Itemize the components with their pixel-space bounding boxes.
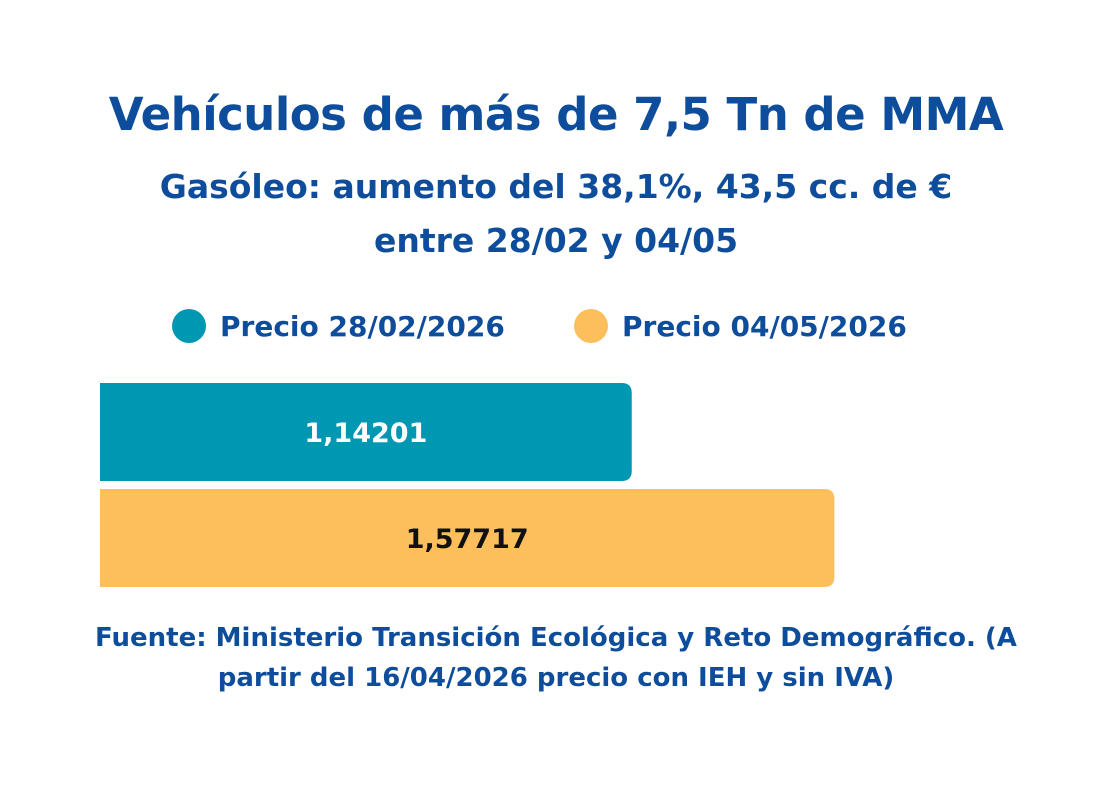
chart-title: Vehículos de más de 7,5 Tn de MMA — [108, 88, 1004, 141]
legend-item-series-1: Precio 28/02/2026 — [172, 306, 505, 346]
legend-marker-series-2 — [574, 309, 608, 343]
bar-series-1 — [100, 383, 632, 481]
subtitle-line-1: Gasóleo: aumento del 38,1%, 43,5 cc. de … — [159, 167, 953, 206]
source-line-2: partir del 16/04/2026 precio con IEH y s… — [217, 663, 895, 693]
legend-marker-series-1 — [172, 309, 206, 343]
legend-label-series-1: Precio 28/02/2026 — [220, 309, 505, 343]
subtitle-line-2: entre 28/02 y 04/05 — [373, 221, 739, 260]
source-line-1: Fuente: Ministerio Transición Ecológica … — [95, 623, 1017, 653]
bar-series-2 — [100, 489, 835, 587]
legend-item-series-2: Precio 04/05/2026 — [574, 306, 907, 346]
bar-value-label-series-2: 1,57717 — [406, 524, 529, 555]
legend-label-series-2: Precio 04/05/2026 — [622, 309, 907, 343]
chart-subtitle: Gasóleo: aumento del 38,1%, 43,5 cc. de … — [0, 160, 1112, 268]
chart-legend: Precio 28/02/2026 Precio 04/05/2026 — [0, 306, 1112, 346]
source-note: Fuente: Ministerio Transición Ecológica … — [0, 618, 1112, 698]
bar-value-label-series-1: 1,14201 — [304, 418, 427, 449]
bar-chart: 1,14201 1,57717 — [100, 383, 835, 587]
